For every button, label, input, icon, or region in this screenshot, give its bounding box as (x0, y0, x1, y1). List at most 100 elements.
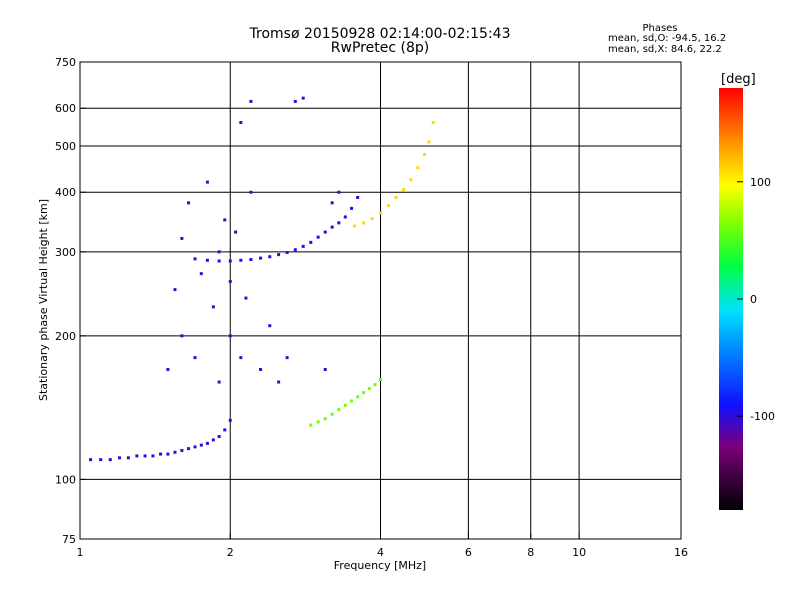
data-point (159, 452, 163, 456)
data-point (386, 204, 390, 208)
colorbar-tick-label: 100 (750, 176, 771, 189)
x-tick-label: 8 (527, 546, 534, 559)
data-point (205, 258, 209, 262)
phases-heading: Phases (642, 23, 678, 34)
data-point (323, 367, 327, 371)
data-point (173, 450, 177, 454)
y-tick-label: 75 (62, 533, 76, 546)
data-point (343, 215, 347, 219)
data-point (285, 251, 289, 255)
data-point (259, 367, 263, 371)
data-point (316, 420, 320, 424)
data-point (166, 452, 170, 456)
data-point (427, 140, 431, 144)
data-point (211, 305, 215, 309)
data-point (89, 458, 93, 462)
y-tick-label: 750 (55, 56, 76, 69)
data-point (309, 423, 313, 427)
data-point (379, 211, 382, 215)
chart-title: Tromsø 20150928 02:14:00-02:15:43 (249, 26, 511, 42)
data-point (239, 356, 243, 360)
data-point (285, 356, 289, 360)
data-point (239, 121, 243, 125)
data-point (337, 221, 341, 225)
data-point (379, 377, 382, 381)
data-point (330, 201, 334, 205)
y-axis-ticks: 75 100 200 300 400 500 600 750 (55, 56, 86, 546)
data-point (180, 448, 184, 452)
data-point (268, 255, 272, 259)
data-point (205, 180, 209, 184)
data-point (431, 121, 435, 125)
x-axis-ticks: 1 2 4 6 8 10 16 (77, 533, 688, 559)
data-point (223, 428, 227, 432)
data-point (402, 188, 406, 192)
data-point (143, 454, 147, 458)
data-point (228, 279, 232, 283)
data-point (126, 456, 130, 460)
data-point (356, 395, 360, 399)
data-point (356, 195, 360, 199)
data-point (223, 218, 227, 222)
data-point (180, 334, 184, 338)
data-point (193, 356, 197, 360)
data-point (422, 152, 426, 156)
data-point (244, 296, 248, 300)
data-point (293, 99, 297, 103)
data-point (217, 250, 221, 254)
data-point (323, 417, 327, 421)
colorbar-tick-label: -100 (750, 410, 775, 423)
x-tick-label: 1 (77, 546, 84, 559)
data-point (293, 248, 297, 252)
data-points (89, 96, 435, 462)
data-point (180, 236, 184, 240)
data-point (217, 380, 221, 384)
data-point (234, 230, 238, 234)
y-tick-label: 500 (55, 140, 76, 153)
colorbar-tick-label: 0 (750, 293, 757, 306)
data-point (337, 190, 341, 194)
data-point (135, 454, 139, 458)
data-point (228, 334, 232, 338)
data-point (259, 256, 263, 260)
colorbar-ticks: 100 0 -100 (737, 176, 775, 423)
data-point (199, 443, 203, 447)
data-point (228, 418, 232, 422)
data-point (301, 96, 305, 100)
chart-subtitle: RwPretec (8p) (330, 40, 430, 56)
data-point (350, 206, 354, 210)
data-point (118, 456, 122, 460)
data-point (343, 403, 347, 407)
data-point (193, 445, 197, 449)
data-point (373, 383, 377, 387)
data-point (309, 240, 313, 244)
x-tick-label: 4 (377, 546, 384, 559)
y-tick-label: 400 (55, 186, 76, 199)
grid-lines (80, 62, 681, 539)
data-point (108, 458, 112, 462)
y-axis-label: Stationary phase Virtual Height [km] (37, 199, 50, 401)
data-point (353, 224, 357, 228)
x-tick-label: 6 (465, 546, 472, 559)
data-point (187, 201, 191, 205)
y-tick-label: 300 (55, 246, 76, 259)
data-point (193, 257, 197, 261)
y-tick-label: 100 (55, 473, 76, 486)
data-point (362, 391, 366, 395)
data-point (249, 190, 253, 194)
colorbar-label: [deg] (721, 72, 756, 87)
data-point (330, 412, 334, 416)
data-point (173, 288, 177, 292)
data-point (409, 178, 413, 182)
data-point (217, 259, 221, 263)
data-point (394, 195, 398, 199)
x-axis-label: Frequency [MHz] (334, 559, 426, 572)
data-point (316, 235, 320, 239)
data-point (350, 399, 354, 403)
data-point (239, 258, 243, 262)
data-point (205, 441, 209, 445)
data-point (166, 367, 170, 371)
data-point (337, 408, 341, 412)
